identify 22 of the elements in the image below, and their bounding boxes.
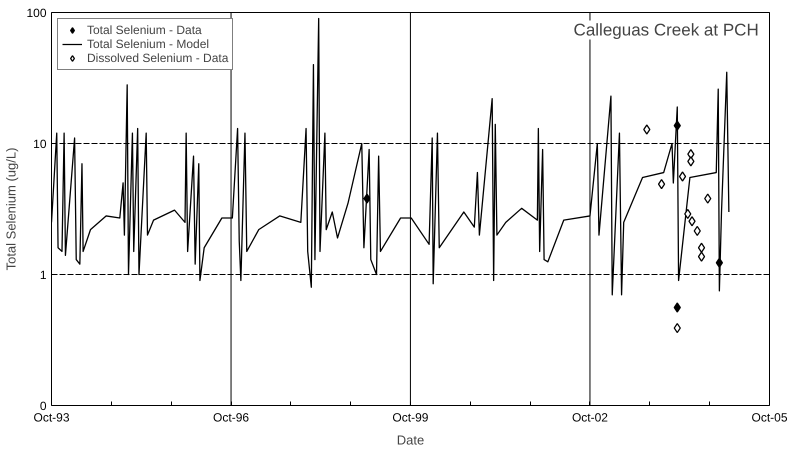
x-tick-label: Oct-02 <box>572 410 608 424</box>
x-tick-label: Oct-93 <box>33 410 70 424</box>
point <box>658 178 666 190</box>
y-tick-label: 0 <box>40 399 47 413</box>
text: Calleguas Creek at PCH <box>574 20 759 40</box>
x-tick-label: Oct-05 <box>751 410 788 424</box>
point <box>698 251 706 262</box>
point <box>698 242 706 253</box>
legend-label: Dissolved Selenium - Data <box>87 51 228 65</box>
y-tick-label: 10 <box>33 137 47 151</box>
x-tick-label: Oct-99 <box>392 410 429 424</box>
point <box>687 156 695 167</box>
point <box>687 148 695 160</box>
y-tick-label: 1 <box>40 268 47 282</box>
y-tick-label: 100 <box>26 6 47 20</box>
y-axis-title: Total Selenium (ug/L) <box>3 148 18 270</box>
legend-label: Total Selenium - Data <box>87 23 202 37</box>
point <box>678 171 686 182</box>
x-axis-title: Date <box>396 432 424 448</box>
point <box>688 216 696 226</box>
legend-label: Total Selenium - Model <box>87 37 210 51</box>
x-tick-label: Oct-96 <box>213 410 250 424</box>
